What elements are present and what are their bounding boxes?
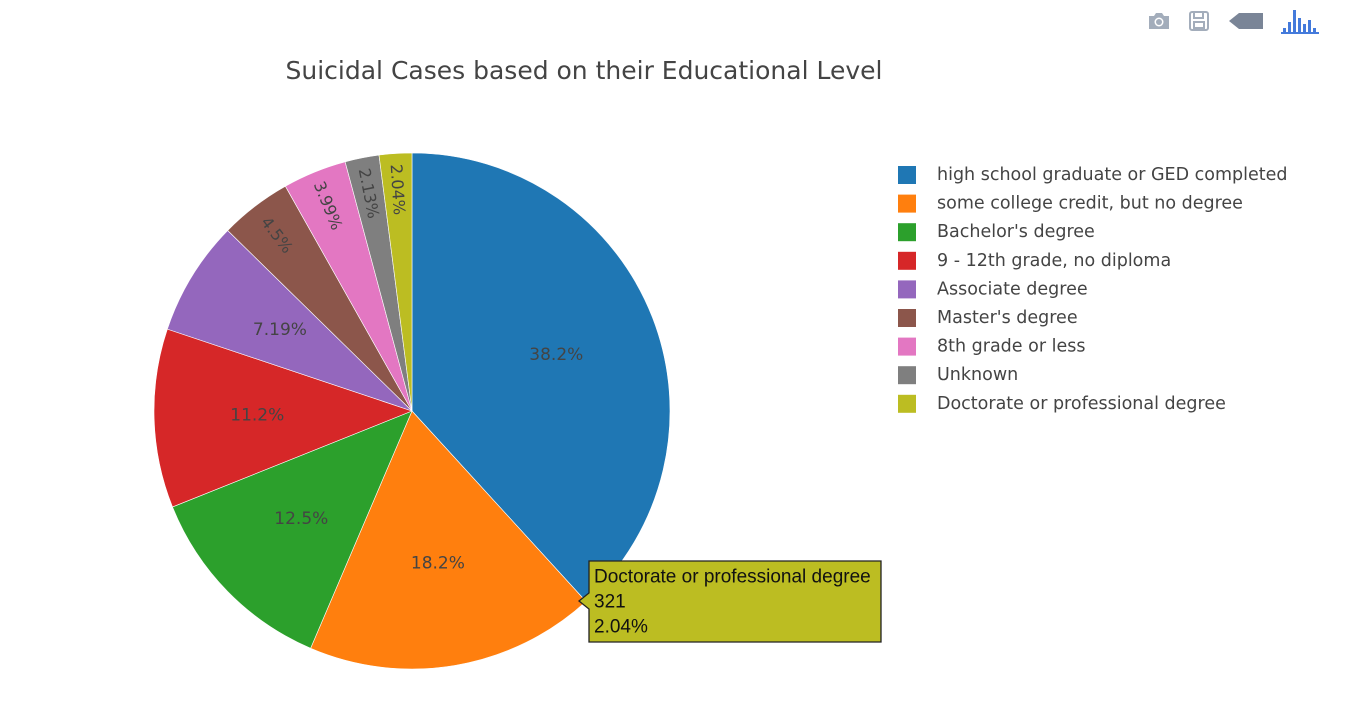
slice-label-some-college-credit-but-no-degree: 18.2%: [411, 554, 465, 574]
legend-item-9-12th-grade-no-diploma[interactable]: 9 - 12th grade, no diploma: [898, 251, 1171, 271]
legend-item-master-s-degree[interactable]: Master's degree: [898, 308, 1078, 328]
hover-value: 321: [594, 592, 626, 613]
legend-item-associate-degree[interactable]: Associate degree: [898, 279, 1088, 299]
slice-label-doctorate-or-professional-degree: 2.04%: [387, 164, 409, 216]
pie-slice-some-college-credit-but-no-degree[interactable]: [310, 410, 587, 670]
save-icon[interactable]: [1186, 8, 1212, 34]
legend-label: Doctorate or professional degree: [937, 394, 1226, 414]
legend-swatch: [898, 366, 916, 385]
legend-item-unknown[interactable]: Unknown: [898, 365, 1018, 385]
legend-label: Master's degree: [937, 308, 1078, 328]
legend-label: 8th grade or less: [937, 337, 1085, 357]
legend-swatch: [898, 223, 916, 242]
legend-swatch: [898, 394, 916, 413]
legend-label: Associate degree: [937, 279, 1088, 299]
legend: high school graduate or GED completed som…: [898, 165, 1288, 414]
legend-label: high school graduate or GED completed: [937, 165, 1288, 185]
modebar: [1146, 8, 1320, 34]
pie-slice-bachelor-s-degree[interactable]: [172, 410, 413, 649]
legend-label: Bachelor's degree: [937, 222, 1095, 242]
legend-item-high-school-graduate-or-ged-completed[interactable]: high school graduate or GED completed: [898, 165, 1288, 185]
plotly-logo-icon[interactable]: [1280, 8, 1320, 34]
legend-swatch: [898, 166, 916, 184]
pie-slice-doctorate-or-professional-degree[interactable]: [378, 152, 413, 412]
hover-tooltip: Doctorate or professional degree 321 2.04%: [577, 560, 882, 643]
pie-slice-9-12th-grade-no-diploma[interactable]: [153, 328, 413, 508]
slice-label-bachelor-s-degree: 12.5%: [274, 509, 328, 529]
compare-data-icon[interactable]: [1226, 8, 1266, 34]
legend-label: 9 - 12th grade, no diploma: [937, 251, 1171, 271]
pie-slice-high-school-graduate-or-ged-completed[interactable]: [411, 152, 671, 602]
legend-swatch: [898, 280, 916, 299]
legend-item-doctorate-or-professional-degree[interactable]: Doctorate or professional degree: [898, 394, 1226, 414]
pie-slices: [153, 152, 671, 670]
legend-label: Unknown: [937, 365, 1018, 385]
legend-item-bachelor-s-degree[interactable]: Bachelor's degree: [898, 222, 1095, 242]
hover-label: Doctorate or professional degree: [594, 567, 871, 588]
legend-label: some college credit, but no degree: [937, 194, 1243, 214]
legend-swatch: [898, 337, 916, 356]
legend-swatch: [898, 194, 916, 213]
slice-label-9-12th-grade-no-diploma: 11.2%: [230, 406, 284, 426]
slice-label-high-school-graduate-or-ged-completed: 38.2%: [529, 345, 583, 365]
legend-swatch: [898, 251, 916, 270]
pie-slice-associate-degree[interactable]: [166, 230, 413, 412]
chart-title: Suicidal Cases based on their Educationa…: [286, 56, 883, 85]
slice-label-associate-degree: 7.19%: [253, 320, 307, 340]
legend-item-some-college-credit-but-no-degree[interactable]: some college credit, but no degree: [898, 194, 1243, 214]
camera-icon[interactable]: [1146, 8, 1172, 34]
legend-item-8th-grade-or-less[interactable]: 8th grade or less: [898, 337, 1085, 357]
hover-tooltip-box: [577, 560, 882, 643]
legend-swatch: [898, 309, 916, 327]
hover-percent: 2.04%: [594, 617, 648, 638]
